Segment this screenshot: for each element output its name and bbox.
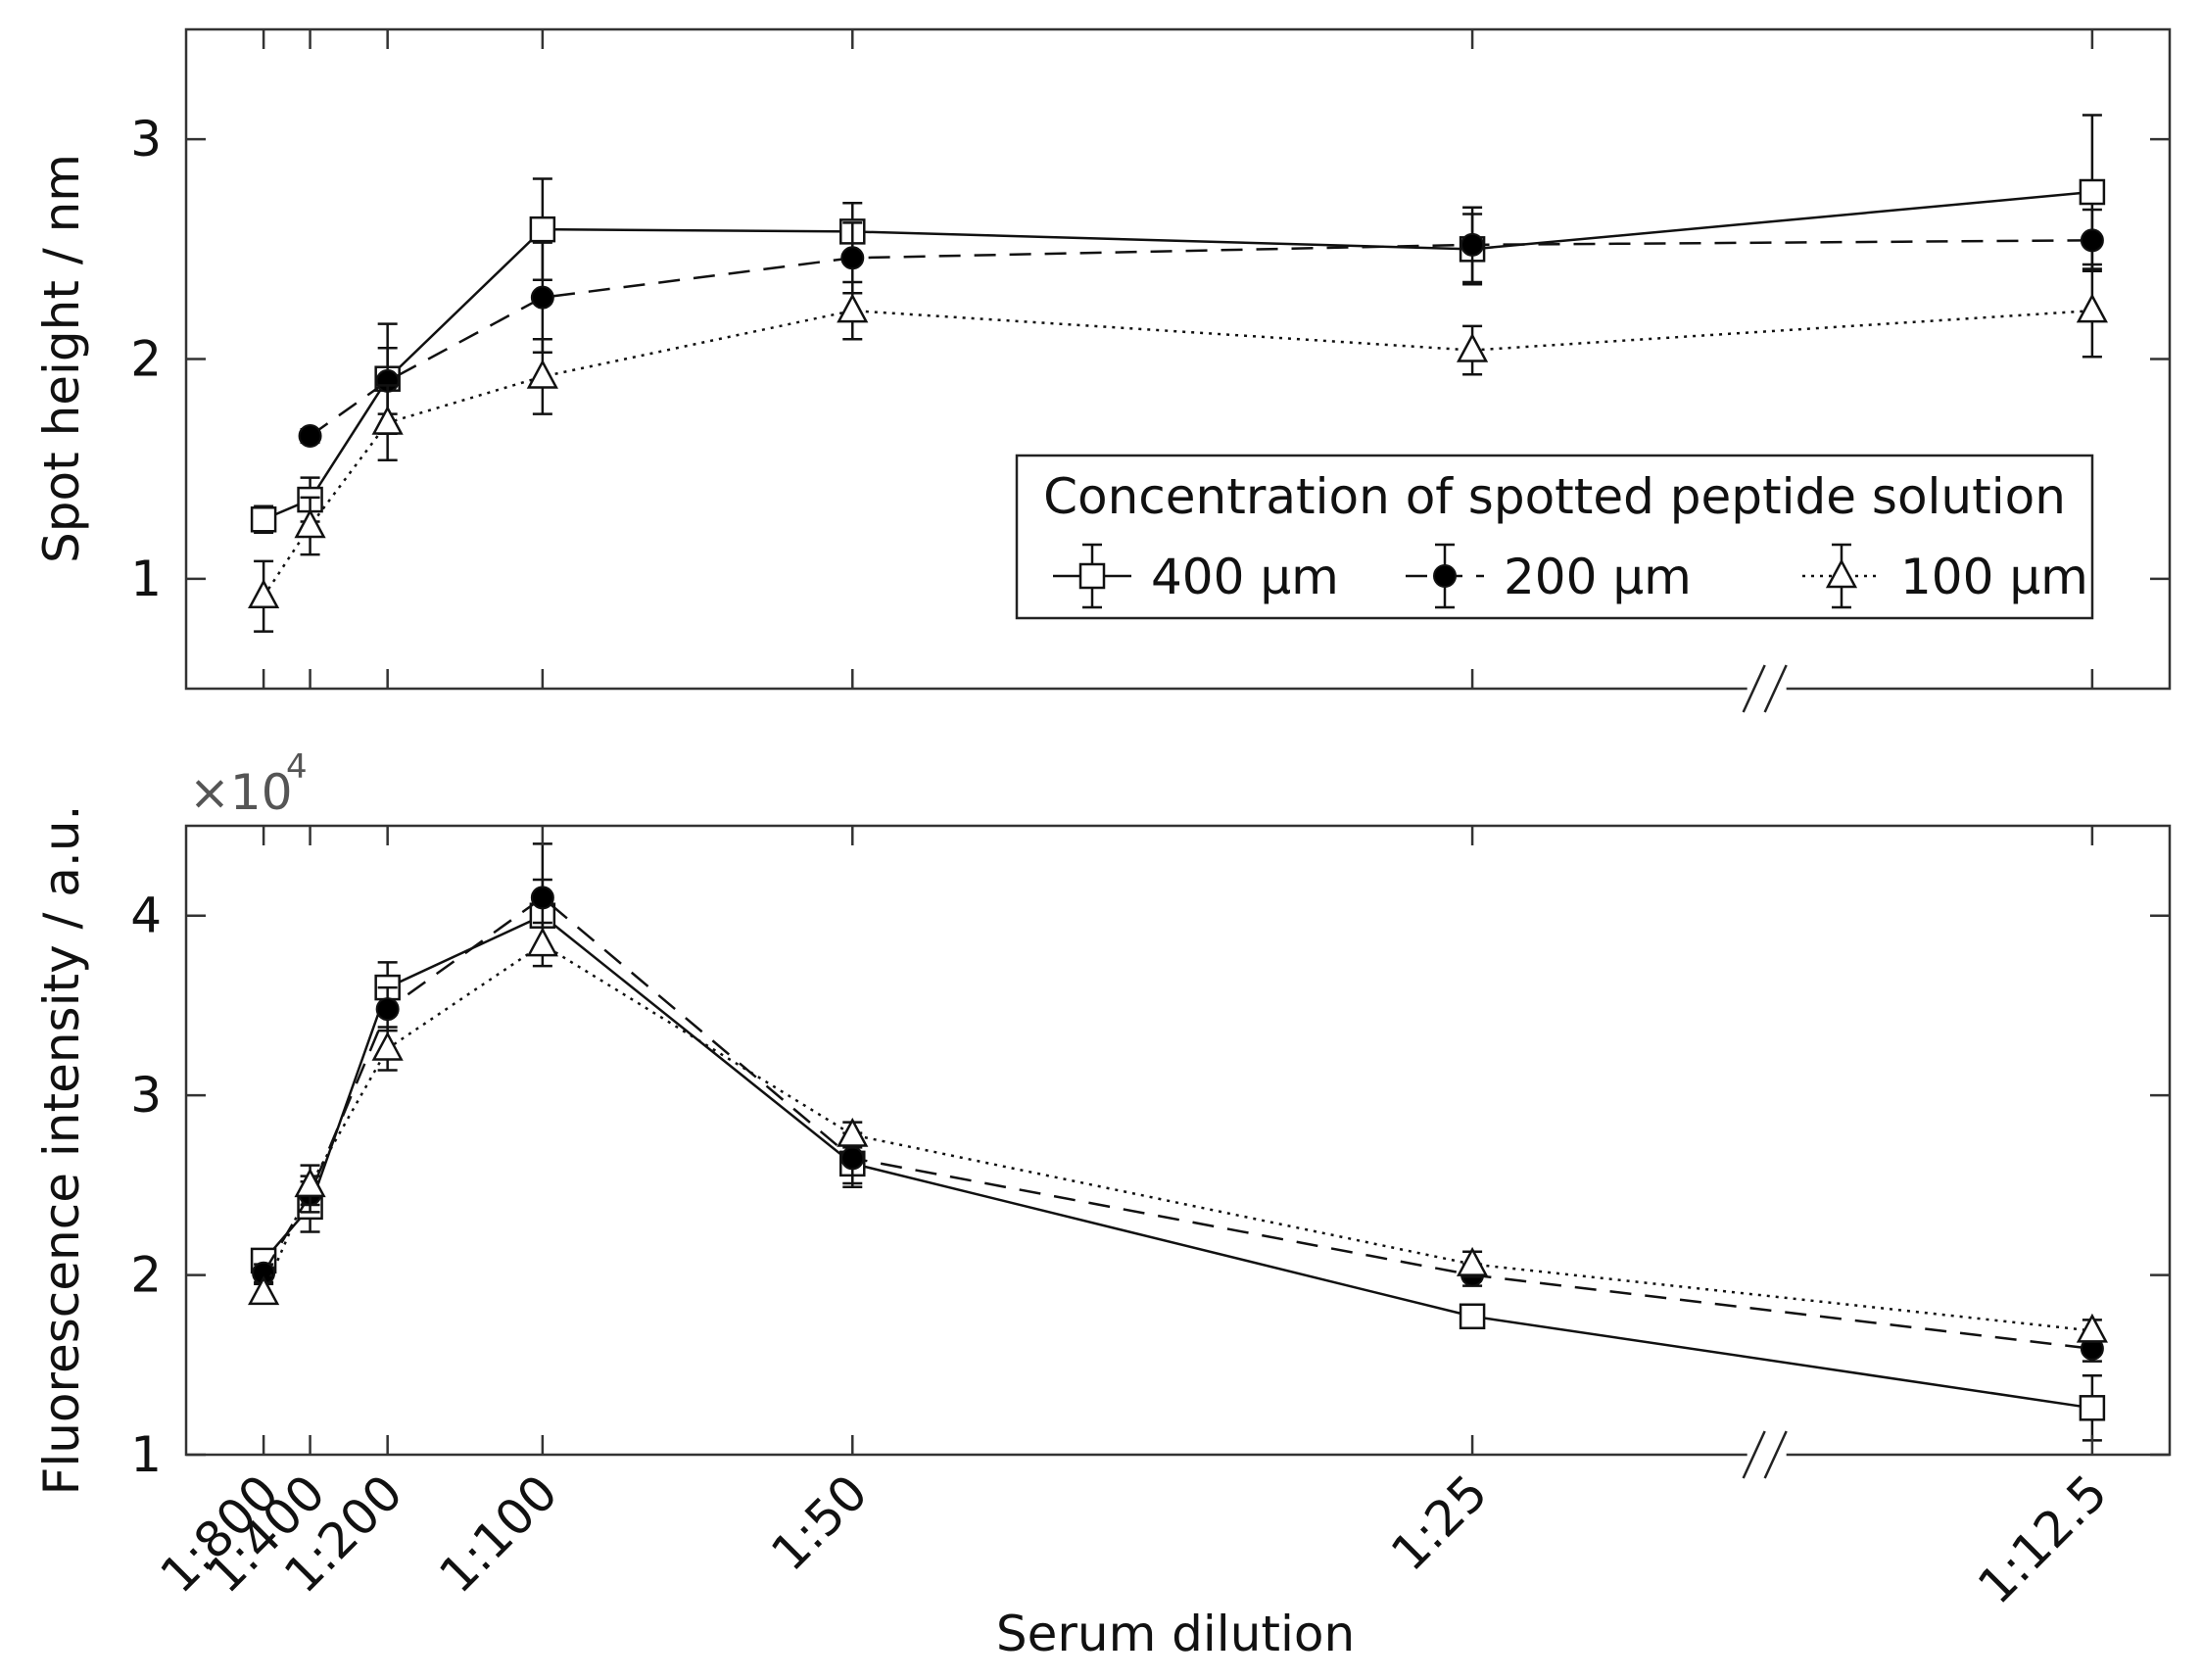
legend-box: [1015, 454, 2094, 620]
data-point-100: [837, 1117, 869, 1147]
data-point-200: [840, 1146, 865, 1171]
axis-break-marker: [1742, 664, 1788, 713]
data-point-100: [1456, 332, 1489, 362]
series-100: [248, 263, 2108, 633]
y-tick-label: 3: [130, 111, 162, 168]
data-point-400: [1459, 1303, 1486, 1330]
data-point-100: [526, 359, 558, 389]
legend-label: 400 μm: [1151, 549, 1339, 605]
y-tick-label: 2: [130, 331, 162, 388]
legend-entry-400: 400 μm: [1053, 543, 1339, 609]
data-point-100: [371, 405, 404, 435]
multiplier-base: ×10: [189, 764, 293, 821]
y-tick-label: 1: [130, 1426, 162, 1483]
data-point-100: [248, 1275, 280, 1306]
data-point-100: [2076, 1313, 2108, 1343]
y-tick-label: 2: [130, 1247, 162, 1304]
y-tick-label: 3: [130, 1067, 162, 1124]
legend-marker: [1078, 562, 1106, 590]
series-100: [248, 921, 2108, 1343]
data-point-100: [837, 293, 869, 323]
legend-title: Concentration of spotted peptide solutio…: [1043, 468, 2066, 525]
data-point-200: [2080, 228, 2104, 253]
y-tick-label: 1: [130, 551, 162, 607]
spot-height-panel: 1 2 3 Spot height / nm Concentration of sp…: [33, 27, 2172, 713]
x-axis-title: Serum dilution: [996, 1606, 1355, 1662]
data-point-100: [526, 927, 558, 957]
data-point-200: [530, 285, 554, 310]
data-point-400: [529, 216, 556, 243]
legend-entry-200: 200 μm: [1406, 543, 1692, 609]
legend-label: 200 μm: [1504, 549, 1692, 605]
data-point-200: [1460, 232, 1485, 257]
data-point-100: [248, 579, 280, 609]
data-point-200: [298, 424, 322, 449]
data-point-100: [371, 1031, 404, 1061]
data-point-200: [375, 997, 400, 1022]
legend-label: 100 μm: [1900, 549, 2088, 605]
y-tick-label: 4: [130, 888, 162, 944]
legend: Concentration of spotted peptide solutio…: [1015, 454, 2094, 620]
data-point-100: [294, 508, 326, 539]
bottom-plot-frame: [184, 824, 2172, 1457]
data-point-200: [840, 246, 865, 270]
data-point-100: [294, 1168, 326, 1198]
series-200: [298, 206, 2104, 449]
bottom-y-axis-title: Fluorescence intensity / a.u.: [33, 805, 90, 1496]
data-point-100: [1456, 1246, 1489, 1276]
data-point-400: [2079, 178, 2106, 206]
multiplier-exponent: 4: [286, 747, 308, 787]
top-y-axis-title: Spot height / nm: [33, 154, 90, 563]
legend-marker: [1825, 558, 1858, 589]
data-point-400: [2079, 1395, 2106, 1421]
data-point-400: [250, 506, 277, 533]
y-multiplier-label: ×10 4: [189, 747, 308, 821]
legend-marker: [1433, 564, 1457, 588]
legend-entry-100: 100 μm: [1802, 543, 2088, 609]
data-point-100: [2076, 293, 2108, 323]
data-point-200: [530, 886, 554, 910]
series-line-200: [309, 239, 2092, 438]
axis-break-marker: [1742, 1430, 1788, 1479]
